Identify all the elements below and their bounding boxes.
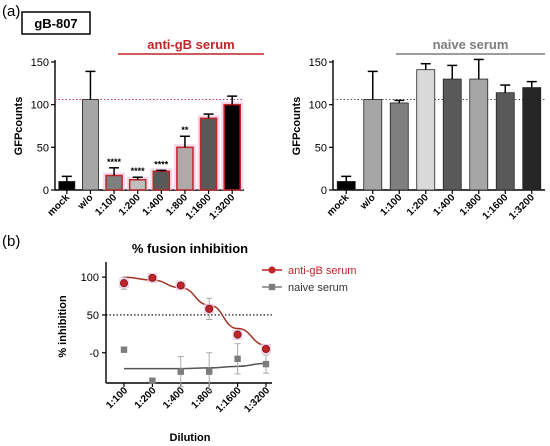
bar bbox=[82, 99, 99, 191]
bar bbox=[469, 78, 489, 191]
y-axis-label: GFPcounts bbox=[13, 97, 25, 156]
data-point bbox=[120, 279, 129, 288]
data-point bbox=[262, 360, 270, 368]
legend-marker bbox=[268, 283, 276, 291]
x-tick-label: w/o bbox=[75, 192, 95, 212]
bar bbox=[495, 92, 515, 191]
x-tick-label: 1:400 bbox=[432, 192, 458, 218]
legend-label: anti-gB serum bbox=[288, 265, 356, 277]
y-tick-label: 50 bbox=[87, 310, 99, 322]
y-tick-label: 0 bbox=[43, 185, 49, 197]
legend-marker bbox=[268, 266, 276, 274]
y-axis-label: % inhibition bbox=[57, 295, 69, 358]
y-tick-label: 0 bbox=[321, 185, 327, 197]
data-point bbox=[206, 368, 213, 375]
x-tick-label: 1:200 bbox=[117, 192, 143, 218]
panel-label-a: (a) bbox=[2, 3, 20, 20]
y-tick-label: 100 bbox=[31, 100, 49, 112]
data-point bbox=[177, 368, 184, 375]
bar bbox=[363, 99, 383, 191]
y-tick-label: 150 bbox=[31, 57, 49, 69]
x-tick-label: 1:400 bbox=[161, 385, 187, 411]
data-point bbox=[234, 355, 241, 362]
bar bbox=[152, 170, 171, 191]
y-tick-label: 150 bbox=[309, 57, 327, 69]
x-tick-label: 1:100 bbox=[104, 385, 130, 411]
x-tick-label: 1:1600 bbox=[214, 385, 244, 415]
bar bbox=[389, 102, 409, 191]
y-tick-label: 100 bbox=[81, 272, 99, 284]
x-tick-label: 1:200 bbox=[405, 192, 431, 218]
x-tick-label: 1:100 bbox=[379, 192, 405, 218]
x-tick-label: mock bbox=[46, 192, 73, 219]
bar bbox=[176, 146, 194, 191]
x-tick-label: 1:800 bbox=[189, 385, 215, 411]
data-point bbox=[120, 346, 128, 353]
bar bbox=[199, 117, 218, 191]
significance-label: **** bbox=[107, 157, 122, 167]
x-tick-label: 1:400 bbox=[141, 192, 167, 218]
x-axis-label: Dilution bbox=[170, 432, 211, 444]
data-point bbox=[205, 304, 214, 313]
data-point bbox=[149, 377, 156, 384]
fit-curve bbox=[124, 362, 267, 370]
y-tick-label: 100 bbox=[309, 100, 327, 112]
group-title: anti-gB serum bbox=[147, 37, 234, 52]
data-point bbox=[148, 273, 157, 282]
bar bbox=[128, 179, 147, 191]
bar bbox=[58, 181, 76, 191]
legend-label: naive serum bbox=[288, 282, 348, 294]
fit-curve bbox=[123, 276, 267, 346]
significance-label: **** bbox=[131, 166, 146, 176]
significance-label: **** bbox=[154, 159, 169, 169]
x-tick-label: w/o bbox=[358, 192, 378, 212]
data-point bbox=[176, 281, 185, 290]
data-point bbox=[233, 330, 242, 339]
strain-label-box bbox=[21, 11, 91, 35]
y-axis-label: GFPcounts bbox=[291, 97, 303, 156]
x-tick-label: 1:3200 bbox=[242, 385, 272, 415]
chart-title: % fusion inhibition bbox=[132, 241, 248, 256]
x-tick-label: 1:1600 bbox=[481, 192, 511, 222]
y-tick-label: -0 bbox=[89, 348, 99, 360]
x-tick-label: 1:200 bbox=[133, 385, 159, 411]
bar bbox=[105, 174, 123, 191]
bar bbox=[223, 103, 241, 191]
x-tick-label: mock bbox=[325, 192, 352, 219]
x-tick-label: 1:100 bbox=[93, 192, 119, 218]
x-tick-label: 1:3200 bbox=[208, 192, 238, 222]
strain-label: gB-807 bbox=[34, 16, 77, 31]
data-point bbox=[261, 344, 270, 353]
significance-label: ** bbox=[181, 125, 189, 135]
y-tick-label: 50 bbox=[315, 142, 327, 154]
bar bbox=[442, 78, 462, 191]
bar bbox=[416, 69, 436, 191]
y-tick-label: 50 bbox=[37, 142, 49, 154]
bar bbox=[522, 87, 542, 191]
bar bbox=[336, 181, 356, 191]
x-tick-label: 1:3200 bbox=[507, 192, 537, 222]
panel-label-b: (b) bbox=[2, 233, 20, 250]
group-title: naive serum bbox=[433, 37, 509, 52]
